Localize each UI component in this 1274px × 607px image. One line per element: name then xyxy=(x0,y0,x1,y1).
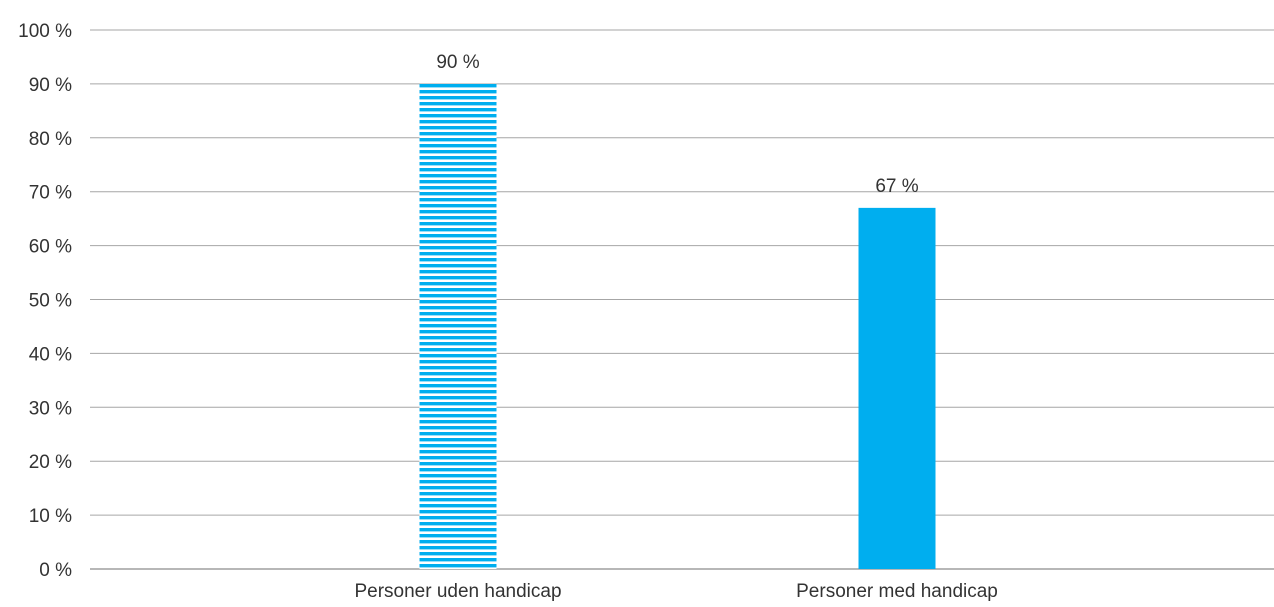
bars xyxy=(419,83,936,570)
y-tick-label: 40 % xyxy=(29,344,72,365)
bar-data-label: 67 % xyxy=(875,176,918,197)
y-tick-label: 90 % xyxy=(29,75,72,96)
y-tick-label: 30 % xyxy=(29,398,72,419)
bar-data-label: 90 % xyxy=(436,52,479,73)
bar xyxy=(858,207,936,569)
y-tick-label: 10 % xyxy=(29,506,72,527)
x-category-label: Personer med handicap xyxy=(796,581,998,602)
y-tick-label: 60 % xyxy=(29,237,72,258)
y-tick-label: 100 % xyxy=(18,21,72,42)
x-axis-category-labels: Personer uden handicap Personer med handi… xyxy=(354,581,997,602)
y-axis-tick-labels: 0 % 10 % 20 % 30 % 40 % 50 % 60 % 70 % 80 % 90 % 1… xyxy=(18,21,72,581)
data-labels: 90 % 67 % xyxy=(436,52,918,197)
y-tick-label: 70 % xyxy=(29,183,72,204)
x-category-label: Personer uden handicap xyxy=(354,581,561,602)
y-tick-label: 0 % xyxy=(39,560,72,581)
y-tick-label: 80 % xyxy=(29,129,72,150)
y-tick-label: 20 % xyxy=(29,452,72,473)
gridlines xyxy=(90,29,1274,570)
bar xyxy=(419,83,497,570)
y-tick-label: 50 % xyxy=(29,291,72,312)
